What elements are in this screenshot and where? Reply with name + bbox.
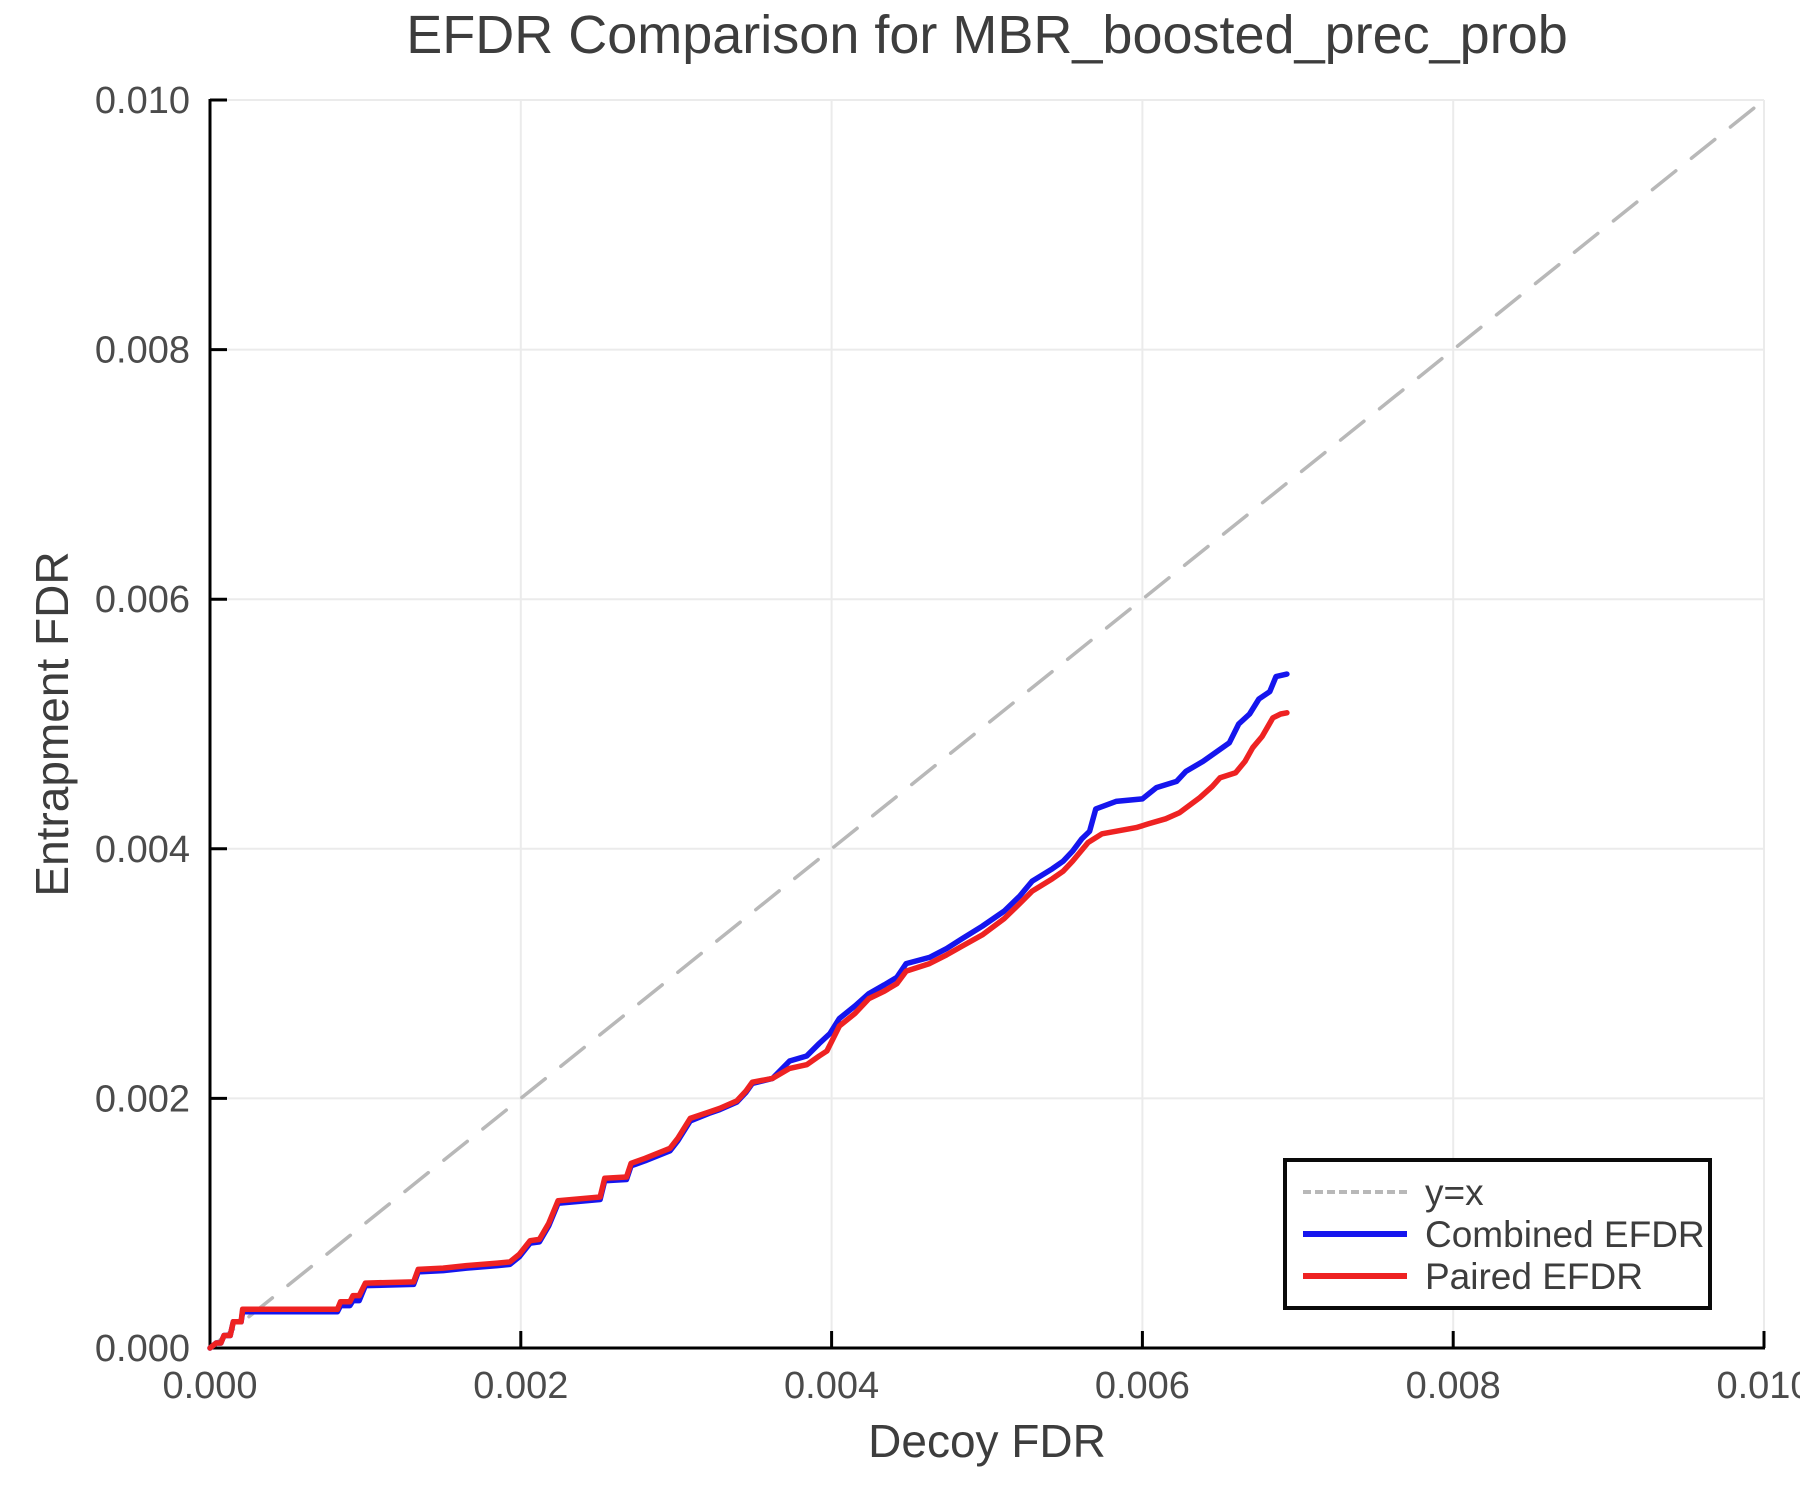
legend-label-yx: y=x	[1425, 1171, 1484, 1213]
series-line-y-x	[208, 98, 1766, 1350]
series-line-paired-efdr	[207, 710, 1290, 1351]
x-tick-label: 0.008	[1406, 1365, 1501, 1407]
x-tick-label: 0.010	[1716, 1365, 1800, 1407]
x-axis-label: Decoy FDR	[868, 1415, 1106, 1467]
blue-line-swatch	[1303, 1231, 1407, 1237]
legend-label-combined-efdr: Combined EFDR	[1425, 1213, 1705, 1255]
x-tick-label: 0.000	[162, 1365, 257, 1407]
y-tick-label: 0.002	[95, 1078, 190, 1120]
series-line-combined-efdr	[207, 671, 1290, 1351]
x-tick-label: 0.006	[1095, 1365, 1190, 1407]
x-tick-label: 0.002	[473, 1365, 568, 1407]
y-tick-label: 0.008	[95, 330, 190, 372]
y-tick-label: 0.010	[95, 80, 190, 122]
x-tick-label: 0.004	[784, 1365, 879, 1407]
legend-box: y=x Combined EFDR Paired EFDR	[1283, 1158, 1712, 1310]
y-tick-label: 0.004	[95, 829, 190, 871]
chart-title: EFDR Comparison for MBR_boosted_prec_pro…	[406, 5, 1568, 65]
legend-label-paired-efdr: Paired EFDR	[1425, 1255, 1643, 1297]
y-tick-label: 0.000	[95, 1328, 190, 1370]
dashed-line-swatch	[1303, 1190, 1407, 1194]
y-tick-label: 0.006	[95, 579, 190, 621]
red-line-swatch	[1303, 1273, 1407, 1279]
y-axis-label: Entrapment FDR	[26, 551, 78, 897]
legend-item-paired-efdr: Paired EFDR	[1303, 1255, 1708, 1297]
legend-item-combined-efdr: Combined EFDR	[1303, 1213, 1708, 1255]
legend-item-yx: y=x	[1303, 1171, 1708, 1213]
